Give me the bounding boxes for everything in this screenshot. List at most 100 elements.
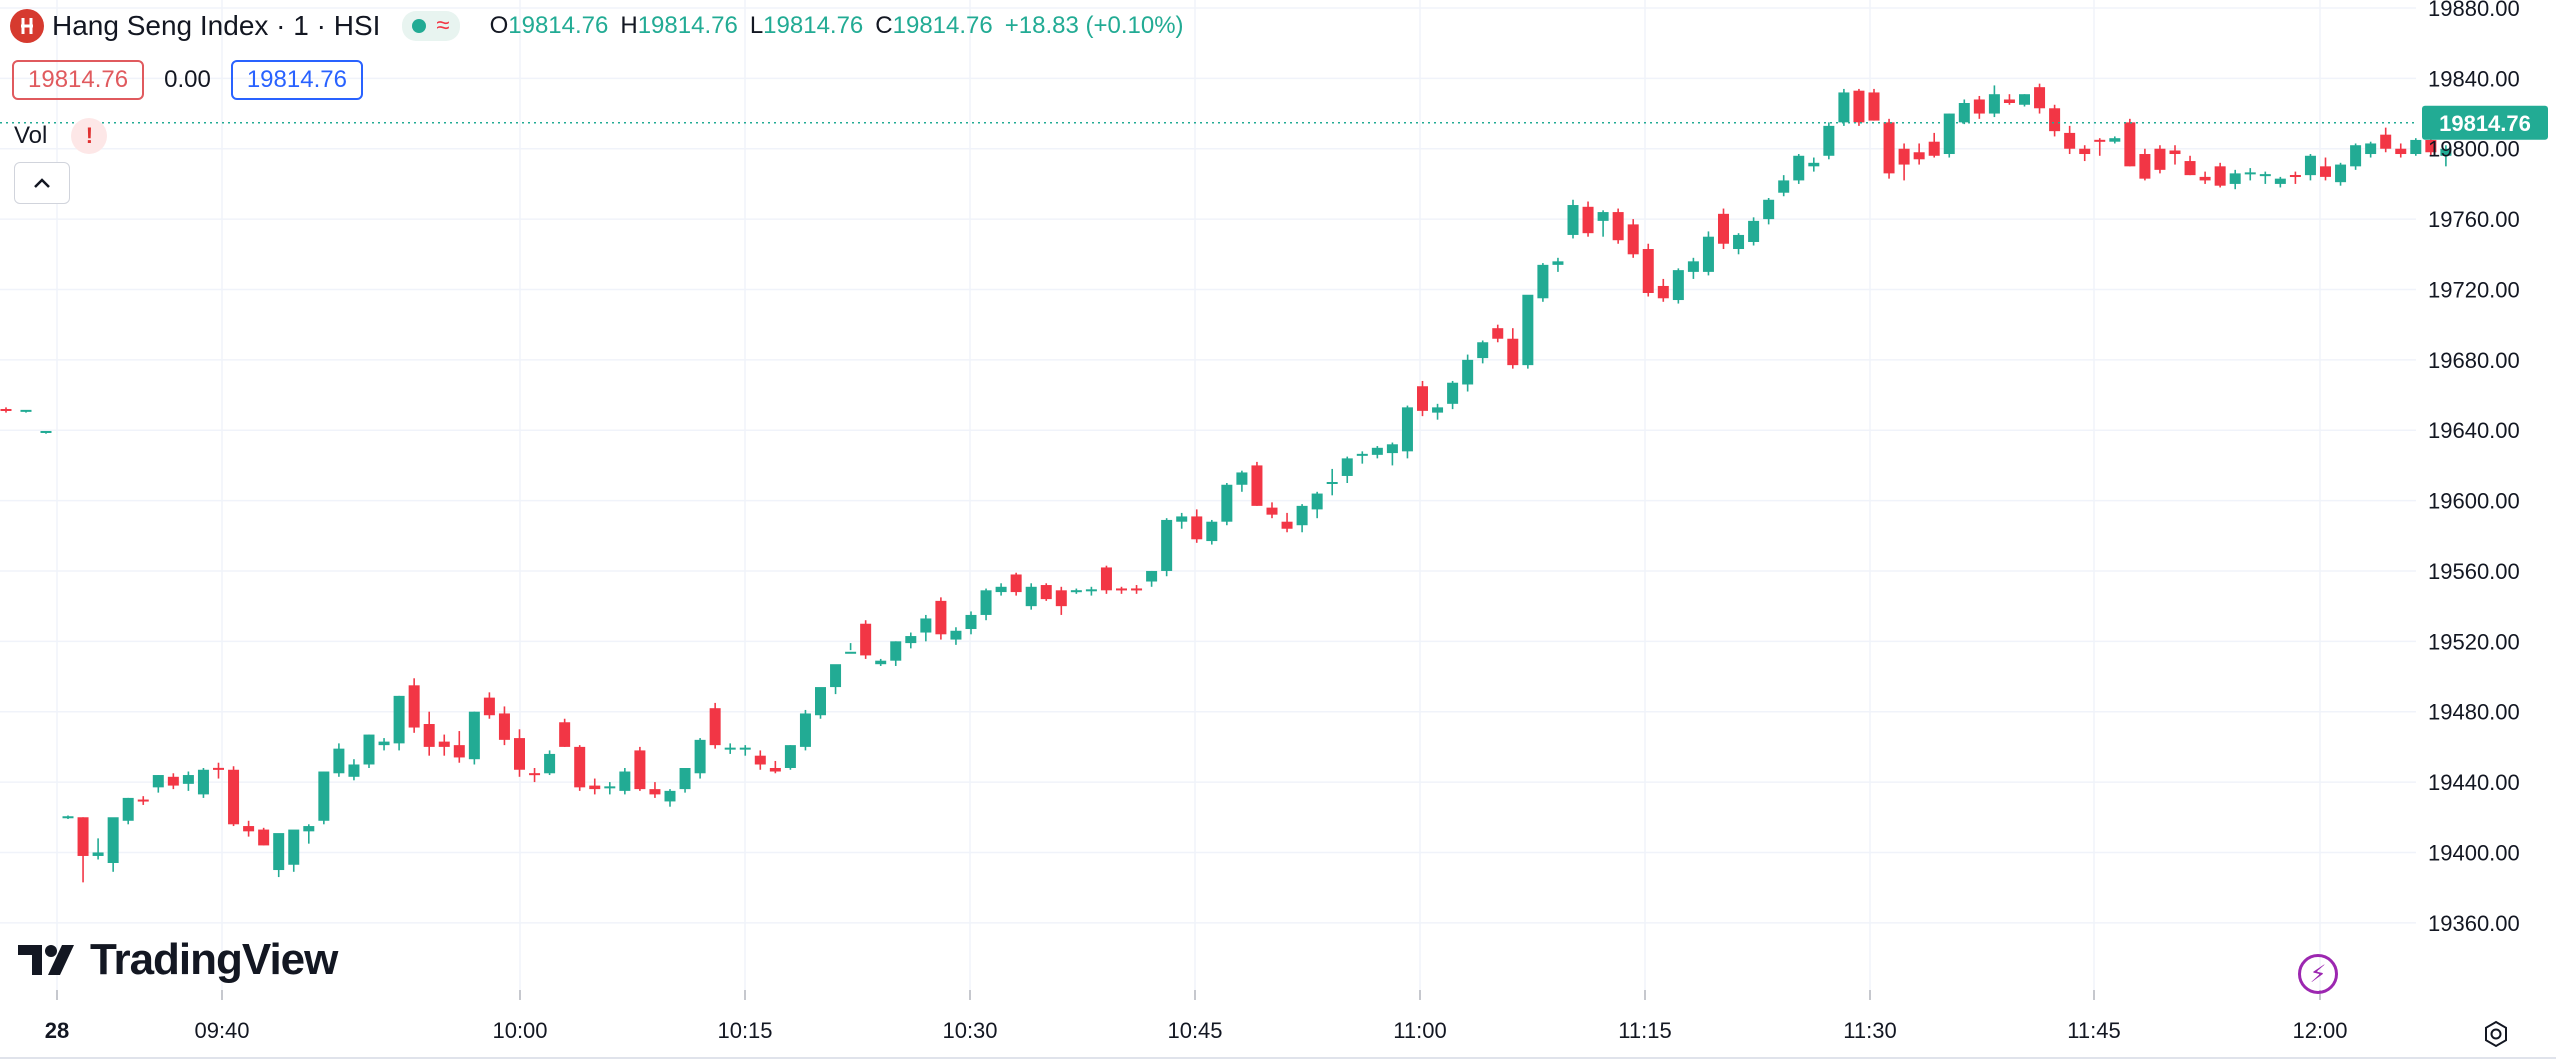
y-tick-label: 19840.00 <box>2428 66 2520 91</box>
symbol-title[interactable]: Hang Seng Index · 1 · HSI <box>52 10 381 41</box>
candle <box>197 768 209 798</box>
ohlc-low: L19814.76 <box>749 12 864 39</box>
candle <box>1793 154 1805 184</box>
candle <box>799 709 811 751</box>
candle-body <box>408 685 420 728</box>
candle <box>1928 132 1940 158</box>
sell-price-button[interactable]: 19814.76 <box>12 60 145 100</box>
candle <box>1718 208 1729 250</box>
last-price-line: 19814.76 <box>0 105 2548 140</box>
candle <box>1010 572 1022 596</box>
candle <box>2320 157 2331 181</box>
candle <box>137 796 149 805</box>
candle-body <box>468 711 480 760</box>
candle-body <box>2109 138 2121 142</box>
candle-body <box>1612 212 1624 241</box>
last-price-badge[interactable] <box>2422 105 2548 140</box>
candle <box>2064 125 2076 155</box>
lightning-icon[interactable]: ⚡ <box>2298 954 2338 994</box>
y-tick-label: 19440.00 <box>2428 770 2520 795</box>
candle <box>2139 148 2151 181</box>
candle-body <box>258 829 270 846</box>
candle-body <box>1718 213 1729 244</box>
candle-body <box>1025 586 1037 607</box>
candle-body <box>2410 139 2422 155</box>
candle-body <box>1191 516 1203 540</box>
candle <box>348 759 360 781</box>
candle-body <box>860 623 872 656</box>
candle <box>2094 138 2106 156</box>
candle-body <box>393 695 405 744</box>
candle <box>769 760 781 774</box>
candle <box>2019 94 2030 107</box>
candle <box>2079 145 2091 162</box>
candle-body <box>453 745 465 758</box>
candle <box>393 695 405 751</box>
volume-legend[interactable]: Vol ! <box>14 118 108 154</box>
candle-body <box>1161 519 1173 571</box>
price-axis[interactable]: 19880.00 19840.00 19800.00 19760.00 19720.00… <box>2428 0 2520 936</box>
candle-body <box>2214 166 2226 186</box>
x-tick-label: 11:00 <box>1393 1018 1446 1043</box>
candle <box>92 838 104 860</box>
settings-gear-icon[interactable] <box>2476 1014 2516 1054</box>
candle <box>182 771 194 791</box>
candle <box>2304 154 2316 181</box>
candle <box>1371 446 1383 459</box>
candle <box>2335 162 2347 186</box>
candle <box>1823 122 1835 160</box>
candle <box>318 771 330 825</box>
candle <box>995 583 1007 596</box>
candle <box>589 778 601 795</box>
candle <box>122 797 134 825</box>
volume-label[interactable]: Vol <box>14 122 48 149</box>
candle-body <box>649 789 661 795</box>
candle-body <box>724 747 736 750</box>
candle-body <box>1672 270 1684 301</box>
candle <box>649 782 661 798</box>
warning-icon[interactable]: ! <box>71 118 108 154</box>
candle <box>1025 583 1037 610</box>
candle <box>739 745 751 756</box>
candle-body <box>2440 148 2452 156</box>
candle-body <box>1552 261 1564 265</box>
prior-candle <box>20 409 32 413</box>
candle-body <box>2139 154 2151 179</box>
candle <box>1236 470 1248 492</box>
candle-body <box>213 767 224 770</box>
tradingview-watermark[interactable]: TradingView <box>18 935 338 985</box>
candle-body <box>137 799 149 802</box>
candle <box>288 829 300 872</box>
candle <box>483 692 495 719</box>
series-legend[interactable]: Hang Seng Index · 1 · HSI ≈ O19814.76 H1… <box>10 6 1184 46</box>
y-tick-label: 19560.00 <box>2428 559 2520 584</box>
candle <box>664 789 676 807</box>
visibility-toggle[interactable]: ≈ <box>402 11 460 41</box>
candle-body <box>1100 567 1112 591</box>
candle-body <box>2049 108 2061 132</box>
collapse-legend-button[interactable] <box>14 162 70 204</box>
candle-body <box>965 614 977 630</box>
time-axis[interactable]: 28 09:40 10:00 10:15 10:30 10:45 11:00 11:15 11:… <box>0 990 2556 1059</box>
candle-body <box>1010 574 1022 593</box>
candle-body <box>107 817 119 863</box>
candle-body <box>2034 87 2046 109</box>
candle <box>1733 233 1745 255</box>
candle-body <box>890 641 902 661</box>
candle <box>1657 278 1669 302</box>
candle <box>815 687 826 719</box>
candle <box>965 611 977 635</box>
candle-body <box>1823 125 1835 156</box>
candle-body <box>423 724 435 747</box>
candle-body <box>378 741 390 746</box>
candle-body <box>1176 516 1188 522</box>
buy-price-button[interactable]: 19814.76 <box>230 60 363 100</box>
candle <box>1567 199 1579 239</box>
candle-body <box>875 660 887 665</box>
candle <box>1356 451 1368 464</box>
candle-body <box>288 829 300 865</box>
candle-body <box>980 590 992 615</box>
candle <box>1432 403 1444 420</box>
